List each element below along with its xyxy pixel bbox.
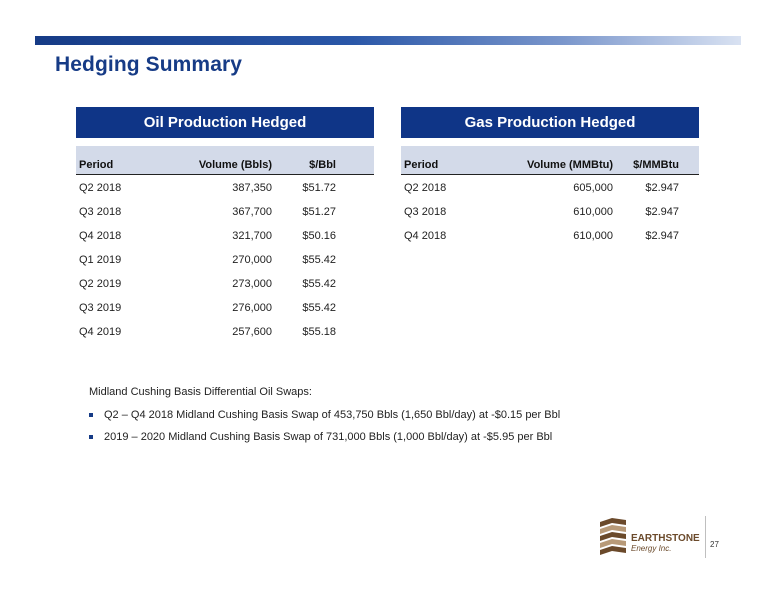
cell-volume: 270,000 [232, 254, 272, 266]
col-price: $/MMBtu [633, 159, 679, 171]
cell-volume: 367,700 [232, 206, 272, 218]
table-row: Q2 2018 387,350 $51.72 [76, 176, 374, 200]
logo-stripes [600, 518, 626, 555]
page-number: 27 [710, 540, 719, 549]
table-row: Q3 2019 276,000 $55.42 [76, 296, 374, 320]
col-period: Period [404, 159, 439, 171]
cell-volume: 610,000 [573, 206, 613, 218]
cell-price: $2.947 [645, 230, 679, 242]
gas-hedge-table: Gas Production Hedged Period Volume (MMB… [401, 107, 699, 248]
cell-volume: 610,000 [573, 230, 613, 242]
col-volume: Volume (MMBtu) [527, 159, 613, 171]
table-row: Q4 2018 610,000 $2.947 [401, 224, 699, 248]
earthstone-logo: EARTHSTONE Energy Inc. [598, 516, 702, 561]
basis-swaps-section: Midland Cushing Basis Differential Oil S… [89, 386, 560, 453]
logo-subtitle: Energy Inc. [631, 544, 671, 553]
col-period: Period [79, 159, 114, 171]
cell-price: $50.16 [302, 230, 336, 242]
cell-period: Q3 2018 [79, 206, 122, 218]
list-item-text: Q2 – Q4 2018 Midland Cushing Basis Swap … [104, 409, 561, 421]
table-row: Q1 2019 270,000 $55.42 [76, 248, 374, 272]
cell-price: $55.18 [302, 326, 336, 338]
cell-volume: 273,000 [232, 278, 272, 290]
table-row: Q2 2018 605,000 $2.947 [401, 176, 699, 200]
oil-column-headers: Period Volume (Bbls) $/Bbl [76, 146, 374, 175]
cell-volume: 257,600 [232, 326, 272, 338]
swaps-heading: Midland Cushing Basis Differential Oil S… [89, 386, 312, 398]
logo-stripe-1 [600, 518, 626, 527]
cell-volume: 605,000 [573, 182, 613, 194]
logo-stripe-2 [600, 525, 626, 534]
list-item: Q2 – Q4 2018 Midland Cushing Basis Swap … [89, 409, 560, 421]
cell-period: Q4 2018 [404, 230, 447, 242]
table-row: Q3 2018 367,700 $51.27 [76, 200, 374, 224]
logo-stripe-3 [600, 532, 626, 541]
table-row: Q2 2019 273,000 $55.42 [76, 272, 374, 296]
cell-price: $55.42 [302, 302, 336, 314]
cell-period: Q2 2018 [79, 182, 122, 194]
list-item: 2019 – 2020 Midland Cushing Basis Swap o… [89, 431, 560, 443]
cell-period: Q2 2018 [404, 182, 447, 194]
square-bullet-icon [89, 413, 93, 417]
square-bullet-icon [89, 435, 93, 439]
cell-volume: 321,700 [232, 230, 272, 242]
logo-wordmark: EARTHSTONE [631, 533, 700, 544]
swaps-list: Q2 – Q4 2018 Midland Cushing Basis Swap … [89, 409, 560, 443]
oil-hedge-table: Oil Production Hedged Period Volume (Bbl… [76, 107, 374, 344]
cell-price: $55.42 [302, 254, 336, 266]
cell-period: Q3 2019 [79, 302, 122, 314]
cell-period: Q4 2018 [79, 230, 122, 242]
footer-divider [705, 516, 706, 558]
logo-stripe-5 [600, 546, 626, 555]
col-volume: Volume (Bbls) [198, 159, 272, 171]
list-item-text: 2019 – 2020 Midland Cushing Basis Swap o… [104, 431, 553, 443]
cell-volume: 276,000 [232, 302, 272, 314]
cell-period: Q3 2018 [404, 206, 447, 218]
col-price: $/Bbl [309, 159, 336, 171]
page-title: Hedging Summary [55, 53, 243, 76]
cell-period: Q1 2019 [79, 254, 122, 266]
table-row: Q4 2019 257,600 $55.18 [76, 320, 374, 344]
logo-mark-icon: EARTHSTONE Energy Inc. [600, 518, 700, 555]
table-row: Q4 2018 321,700 $50.16 [76, 224, 374, 248]
cell-price: $51.72 [302, 182, 336, 194]
cell-period: Q4 2019 [79, 326, 122, 338]
top-accent-bar [35, 36, 741, 45]
gas-column-headers: Period Volume (MMBtu) $/MMBtu [401, 146, 699, 175]
cell-price: $51.27 [302, 206, 336, 218]
cell-price: $2.947 [645, 182, 679, 194]
cell-period: Q2 2019 [79, 278, 122, 290]
cell-price: $2.947 [645, 206, 679, 218]
gas-table-header: Gas Production Hedged [401, 107, 699, 138]
cell-price: $55.42 [302, 278, 336, 290]
table-row: Q3 2018 610,000 $2.947 [401, 200, 699, 224]
oil-table-header: Oil Production Hedged [76, 107, 374, 138]
cell-volume: 387,350 [232, 182, 272, 194]
logo-stripe-4 [600, 539, 626, 548]
